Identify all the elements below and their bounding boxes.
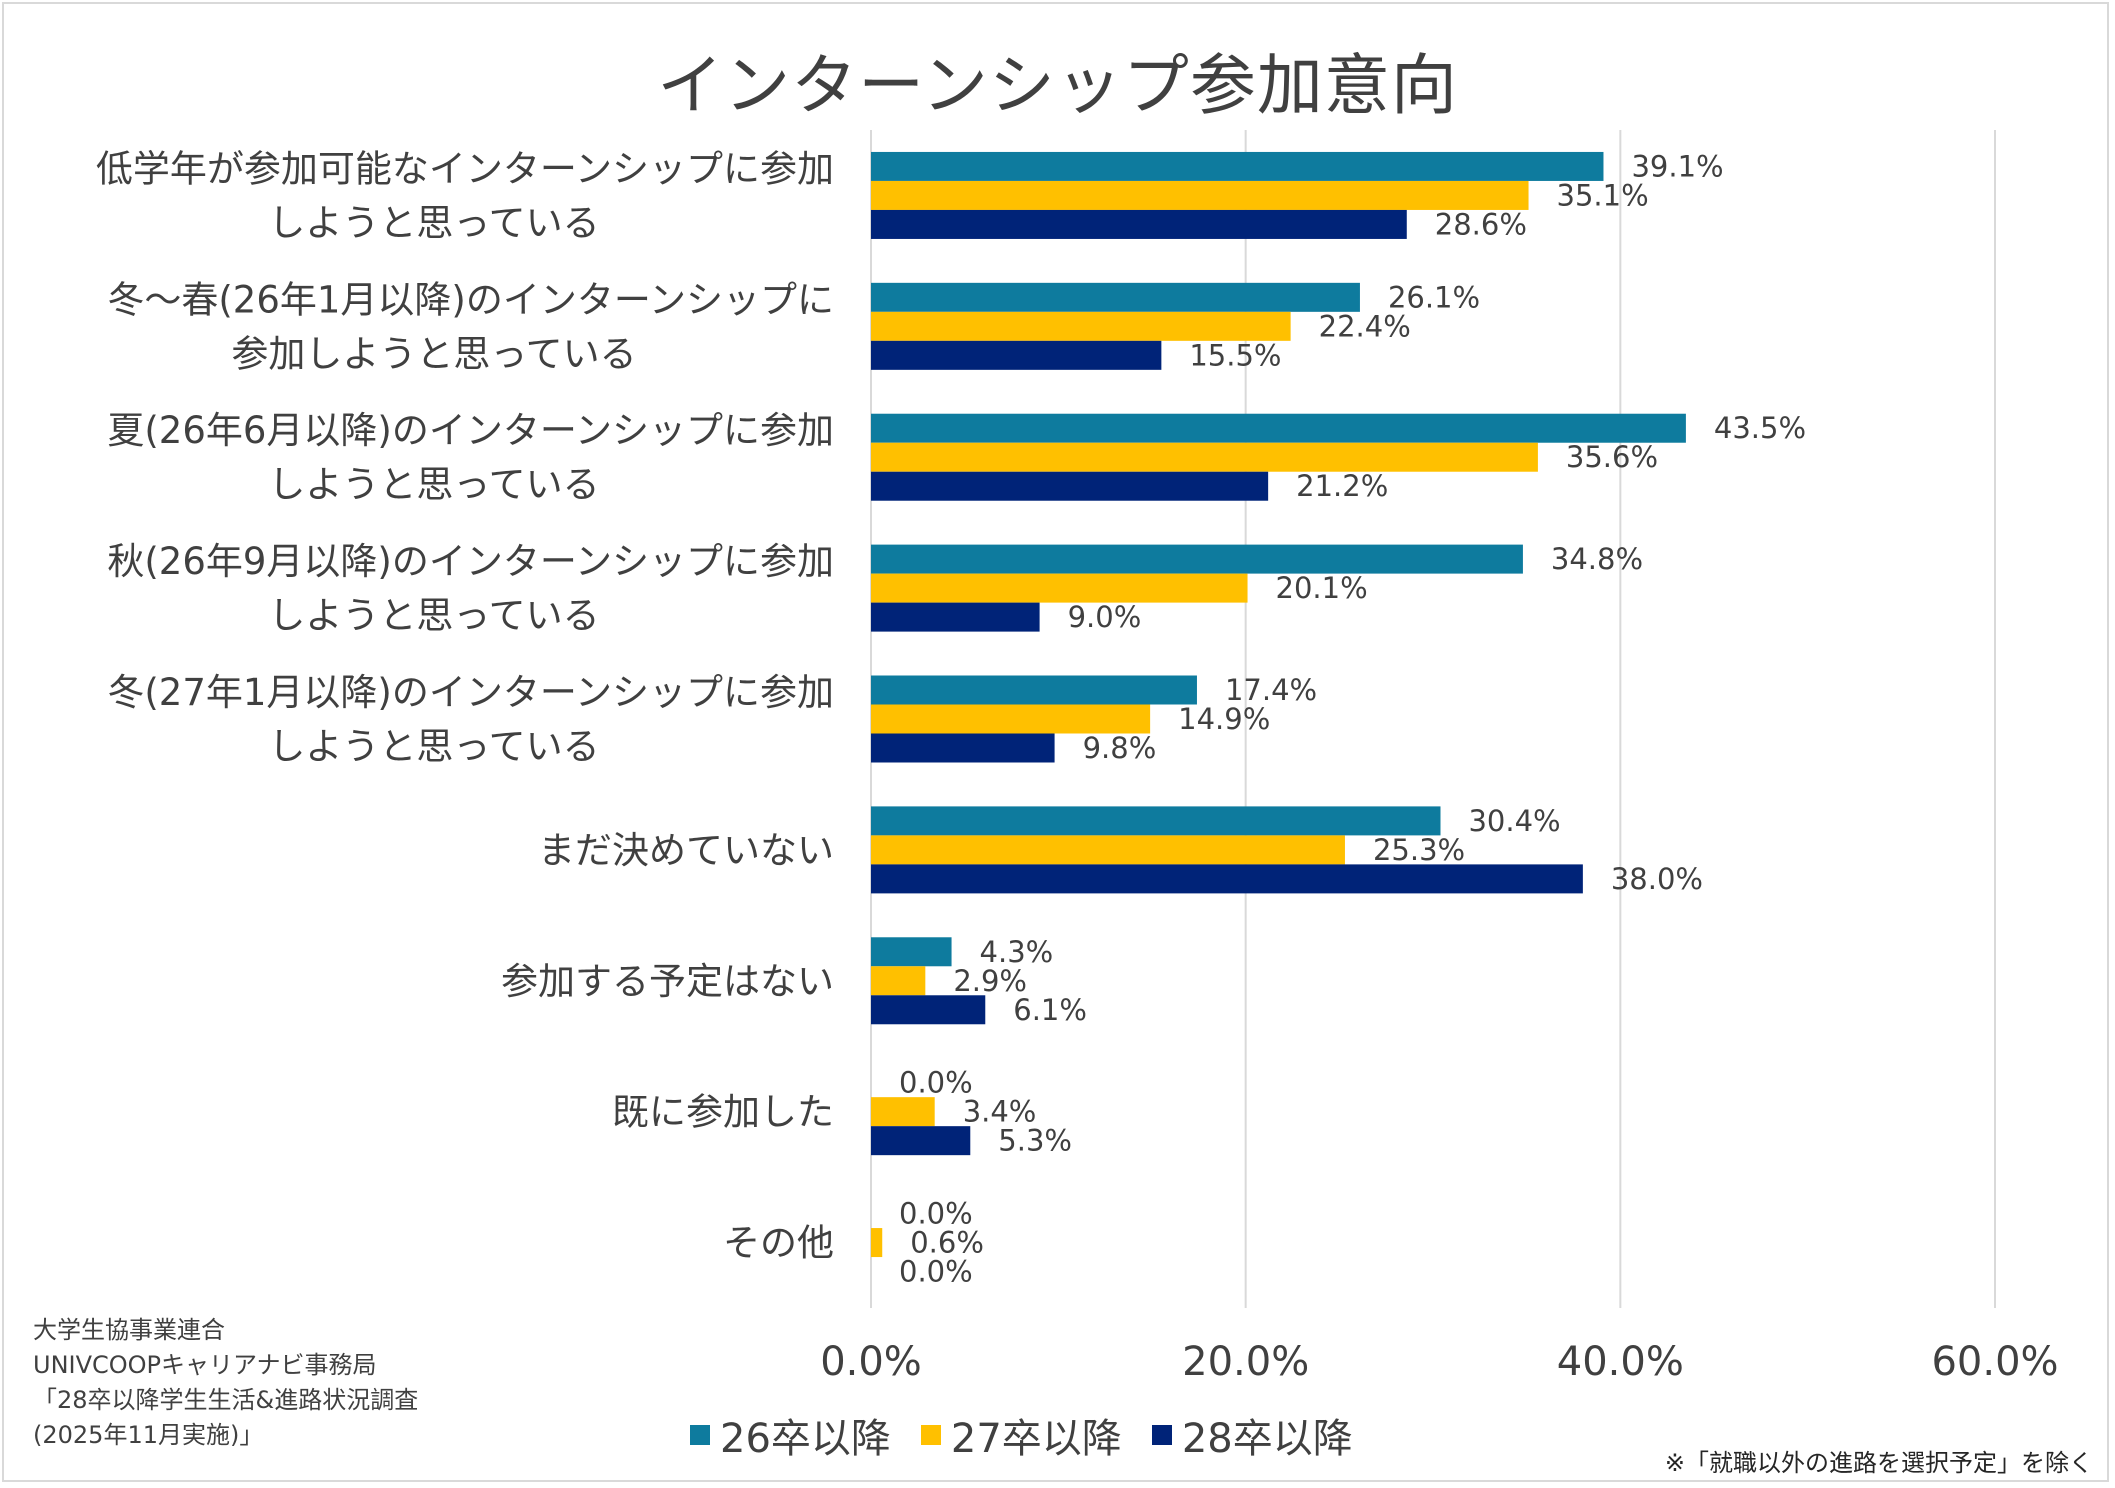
category-label: しようと思っている xyxy=(268,201,599,244)
data-label: 38.0% xyxy=(1611,862,1703,896)
bar xyxy=(871,704,1151,734)
legend-swatch-28 xyxy=(1151,1425,1172,1445)
exclusion-note: ※「就職以外の進路を選択予定」を除く xyxy=(1664,1449,2093,1477)
x-tick-label: 20.0% xyxy=(1182,1339,1309,1385)
source-line: (2025年11月実施)」 xyxy=(33,1421,264,1449)
data-label: 20.1% xyxy=(1276,571,1368,605)
category-label: 参加する予定はない xyxy=(501,960,834,1003)
legend-item-26: 26卒以降 xyxy=(690,1406,891,1464)
bar xyxy=(871,675,1197,705)
legend-swatch-27 xyxy=(920,1425,941,1445)
bar xyxy=(871,471,1269,501)
source-line: 「28卒以降学生生活&進路状況調査 xyxy=(33,1386,419,1414)
category-labels: 低学年が参加可能なインターンシップに参加しようと思っている冬～春(26年1月以降… xyxy=(96,147,834,1264)
bar xyxy=(871,311,1291,341)
data-label: 30.4% xyxy=(1468,804,1560,838)
bar xyxy=(871,864,1583,894)
bar xyxy=(871,413,1686,443)
bar xyxy=(871,806,1441,836)
data-label: 6.1% xyxy=(1013,993,1087,1027)
data-label: 5.3% xyxy=(998,1124,1072,1158)
data-label: 0.0% xyxy=(899,1255,973,1289)
legend-label-28: 28卒以降 xyxy=(1181,1416,1353,1462)
category-label: 秋(26年9月以降)のインターンシップに参加 xyxy=(107,540,834,583)
data-label: 0.0% xyxy=(899,1197,973,1231)
bar xyxy=(871,209,1407,239)
legend-swatch-26 xyxy=(690,1425,710,1445)
category-label: 冬～春(26年1月以降)のインターンシップに xyxy=(107,278,834,321)
category-label: その他 xyxy=(723,1222,834,1265)
bar xyxy=(871,835,1345,865)
data-label: 0.6% xyxy=(910,1226,984,1260)
data-label: 0.0% xyxy=(899,1066,973,1100)
bar xyxy=(871,180,1529,210)
data-label: 39.1% xyxy=(1631,149,1723,183)
category-label: 夏(26年6月以降)のインターンシップに参加 xyxy=(107,409,834,452)
category-label: しようと思っている xyxy=(268,725,599,768)
category-label: まだ決めていない xyxy=(538,829,834,872)
bar xyxy=(871,151,1604,181)
data-label: 9.8% xyxy=(1083,731,1157,765)
data-label: 3.4% xyxy=(963,1095,1037,1129)
legend: 26卒以降 27卒以降 28卒以降 xyxy=(690,1405,1383,1465)
data-label: 4.3% xyxy=(980,935,1054,969)
data-label: 28.6% xyxy=(1435,207,1527,241)
source-note: 大学生協事業連合 UNIVCOOPキャリアナビ事務局 「28卒以降学生生活&進路… xyxy=(33,1313,418,1453)
bar xyxy=(871,995,986,1025)
source-line: 大学生協事業連合 xyxy=(33,1316,225,1344)
bar xyxy=(871,602,1040,632)
data-label: 35.6% xyxy=(1566,440,1658,474)
data-label: 9.0% xyxy=(1068,600,1142,634)
data-label: 15.5% xyxy=(1189,338,1281,372)
data-label: 43.5% xyxy=(1714,411,1806,445)
category-label: しようと思っている xyxy=(268,463,599,506)
source-line: UNIVCOOPキャリアナビ事務局 xyxy=(33,1351,377,1379)
data-label: 14.9% xyxy=(1178,702,1270,736)
data-label: 34.8% xyxy=(1551,542,1643,576)
bar xyxy=(871,1126,971,1156)
category-label: 冬(27年1月以降)のインターンシップに参加 xyxy=(107,671,834,714)
bar xyxy=(871,544,1523,574)
data-label: 22.4% xyxy=(1319,309,1411,343)
bar xyxy=(871,573,1248,603)
x-tick-label: 60.0% xyxy=(1931,1339,2058,1385)
data-labels: 39.1%35.1% 28.6% 26.1%22.4% 15.5% 43.5% 35.6%… xyxy=(899,149,1806,1288)
legend-label-27: 27卒以降 xyxy=(950,1416,1122,1462)
legend-item-27: 27卒以降 xyxy=(920,1406,1122,1464)
bar xyxy=(871,733,1055,763)
data-label: 2.9% xyxy=(953,964,1027,998)
data-label: 35.1% xyxy=(1557,178,1649,212)
data-label: 17.4% xyxy=(1225,673,1317,707)
x-tick-label: 0.0% xyxy=(820,1339,922,1385)
category-label: 低学年が参加可能なインターンシップに参加 xyxy=(96,147,834,190)
category-label: しようと思っている xyxy=(268,594,599,637)
bar xyxy=(871,1097,935,1127)
bars xyxy=(871,151,1686,1258)
bar xyxy=(871,966,926,996)
bar xyxy=(871,442,1538,472)
data-label: 25.3% xyxy=(1373,833,1465,867)
bar xyxy=(871,937,952,967)
bar xyxy=(871,340,1162,370)
bar xyxy=(871,282,1360,312)
category-label: 既に参加した xyxy=(612,1091,834,1134)
x-axis-ticks: 0.0% 20.0% 40.0% 60.0% xyxy=(820,1339,2058,1385)
data-label: 26.1% xyxy=(1388,280,1480,314)
data-label: 21.2% xyxy=(1296,469,1388,503)
legend-label-26: 26卒以降 xyxy=(720,1416,891,1462)
bar xyxy=(871,1228,883,1258)
category-label: 参加しようと思っている xyxy=(231,332,636,375)
x-tick-label: 40.0% xyxy=(1557,1339,1684,1385)
chart-title: インターンシップ参加意向 xyxy=(657,47,1458,124)
legend-item-28: 28卒以降 xyxy=(1151,1406,1353,1464)
